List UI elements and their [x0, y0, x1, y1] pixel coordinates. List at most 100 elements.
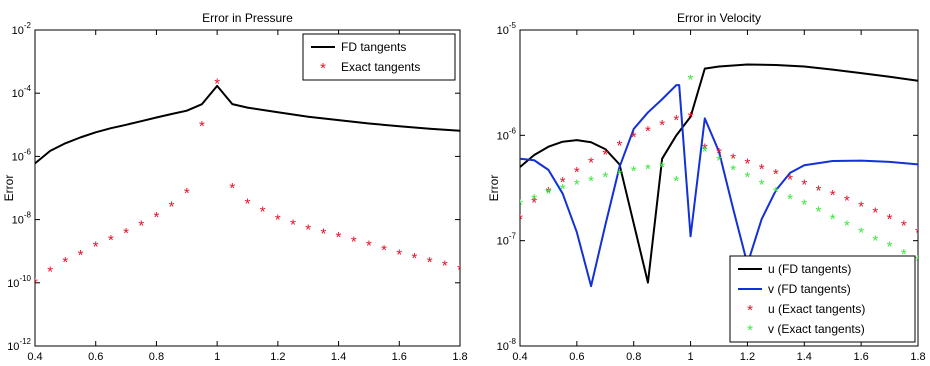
series-marker-3: * [631, 129, 637, 146]
legend: u (FD tangents) v (FD tangents) * u (Exact … [729, 255, 916, 343]
y-tick-label: 10-7 [497, 232, 517, 248]
series-marker-3: * [787, 172, 793, 189]
series-group: ****** ** * * * * ** * * * * * * * * * * * * * * ** * * * * * * * * * *… [517, 63, 921, 288]
series-marker-4: * [517, 197, 523, 214]
series-marker-4: * [915, 252, 921, 269]
y-axis-label: Error [487, 175, 501, 202]
series-marker-4: * [631, 163, 637, 180]
series-marker-3: * [645, 123, 651, 140]
series-marker-4: * [531, 191, 537, 208]
series-marker-2: * [260, 204, 266, 221]
legend-label-3: u (Exact tangents) [768, 302, 865, 316]
x-tick-label: 0.6 [88, 351, 103, 363]
series-marker-2: * [305, 222, 311, 239]
series-marker-2: * [154, 209, 160, 226]
series-marker-3: * [745, 156, 751, 173]
series-marker-3: * [759, 161, 765, 178]
series-marker-3: * [872, 205, 878, 222]
y-tick-label: 10-2 [12, 21, 32, 37]
series-marker-4: * [759, 177, 765, 194]
series-marker-3: * [617, 138, 623, 155]
series-marker-4: * [560, 181, 566, 198]
series-marker-2: * [457, 262, 463, 279]
series-marker-2: * [123, 225, 129, 242]
series-marker-2: * [229, 180, 235, 197]
legend-box [302, 33, 456, 81]
series-marker-4: * [602, 169, 608, 186]
series-marker-4: * [787, 191, 793, 208]
x-tick-label: 1.2 [270, 351, 285, 363]
series-marker-4: * [830, 211, 836, 228]
series-marker-2: * [320, 226, 326, 243]
series-marker-2: * [396, 246, 402, 263]
series-marker-2: * [245, 196, 251, 213]
series-line-1 [35, 84, 460, 165]
series-marker-3: * [858, 199, 864, 216]
series-marker-3: * [773, 166, 779, 183]
series-group: * * * * * * * * * * * * * * * * * * * * * * * * * * * * * [35, 76, 463, 292]
y-tick-label: 10-5 [497, 21, 517, 37]
chart-panel-1: Error in Pressure Error 0.4 0.6 0.8 1 1.2 1.4 1.… [2, 11, 468, 363]
series-marker-3: * [915, 224, 921, 241]
x-tick-label: 0.4 [512, 351, 527, 363]
series-marker-4: * [816, 203, 822, 220]
series-marker-2: * [78, 247, 84, 264]
legend-label-2: Exact tangents [341, 60, 420, 74]
series-marker-4: * [858, 224, 864, 241]
legend-label-2: v (FD tangents) [768, 282, 851, 296]
series-marker-3: * [702, 140, 708, 157]
series-marker-3: * [887, 211, 893, 228]
y-tick-label: 10-10 [7, 274, 31, 290]
series-marker-3: * [673, 112, 679, 129]
series-marker-4: * [617, 166, 623, 183]
x-tick-label: 1.8 [452, 351, 467, 363]
chart-title: Error in Velocity [677, 11, 761, 25]
chart-panel-2: Error in Velocity Error 0.4 0.6 0.8 1 1.2 1.4 1.… [487, 11, 926, 363]
legend-label-4: v (Exact tangents) [768, 322, 865, 336]
x-tick-label: 1 [688, 351, 694, 363]
series-marker-2: * [138, 218, 144, 235]
legend-box [729, 255, 916, 343]
chart-title: Error in Pressure [202, 11, 293, 25]
series-marker-3: * [844, 193, 850, 210]
x-tick-label: 1.4 [331, 351, 346, 363]
series-marker-3: * [830, 187, 836, 204]
series-marker-4: * [588, 173, 594, 190]
series-marker-4: * [872, 233, 878, 250]
series-marker-4: * [745, 169, 751, 186]
series-marker-4: * [730, 162, 736, 179]
series-marker-2: * [169, 198, 175, 215]
x-tick-label: 0.6 [569, 351, 584, 363]
series-marker-3: * [716, 145, 722, 162]
series-marker-2: * [199, 118, 205, 135]
series-marker-4: * [574, 177, 580, 194]
series-marker-2: * [275, 212, 281, 229]
y-tick-label: 10-6 [12, 147, 32, 163]
series-marker-2: * [184, 185, 190, 202]
y-tick-label: 10-4 [12, 84, 32, 100]
series-marker-2: * [412, 250, 418, 267]
series-marker-2: * [108, 232, 114, 249]
x-tick-label: 0.8 [626, 351, 641, 363]
series-marker-2: * [351, 234, 357, 251]
series-marker-3: * [730, 151, 736, 168]
series-marker-2: * [214, 76, 220, 93]
series-marker-3: * [574, 164, 580, 181]
x-tick-label: 1.2 [740, 351, 755, 363]
series-marker-2: * [381, 242, 387, 259]
y-tick-label: 10-8 [497, 337, 517, 353]
series-marker-3: * [801, 177, 807, 194]
series-marker-4: * [546, 186, 552, 203]
series-marker-3: * [659, 117, 665, 134]
series-marker-2: * [47, 263, 53, 280]
legend-marker-2: * [320, 60, 326, 77]
series-marker-4: * [901, 246, 907, 263]
y-axis-label: Error [2, 175, 16, 202]
y-tick-label: 10-6 [497, 126, 517, 142]
series-marker-3: * [517, 211, 523, 228]
legend-marker-4: * [747, 322, 753, 339]
x-tick-label: 1 [214, 351, 220, 363]
x-tick-label: 1.4 [797, 351, 812, 363]
legend: FD tangents * Exact tangents [302, 33, 456, 81]
y-tick-label: 10-8 [12, 211, 32, 227]
